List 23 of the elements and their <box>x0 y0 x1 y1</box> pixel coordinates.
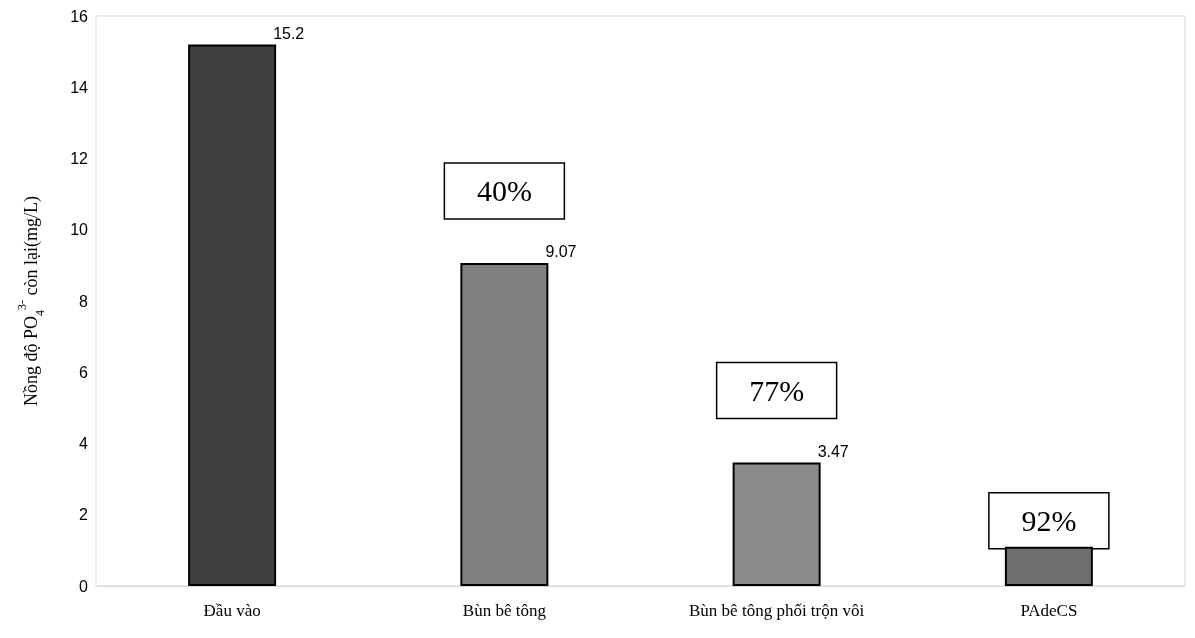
y-tick-label: 0 <box>79 577 89 595</box>
x-tick-label: Bùn bê tông <box>462 601 547 620</box>
annotation: 92% <box>1021 504 1077 538</box>
data-label: 3.47 <box>817 442 849 460</box>
data-label: 15.2 <box>273 25 305 42</box>
data-label: 9.07 <box>545 243 577 261</box>
y-tick-label: 4 <box>79 435 89 452</box>
bar <box>188 44 277 586</box>
y-tick-label: 16 <box>70 7 89 25</box>
y-tick-label: 10 <box>70 221 89 239</box>
x-tick-label: Đầu vào <box>203 601 261 620</box>
x-tick-label: Bùn bê tông phối trộn vôi <box>689 601 865 620</box>
y-tick-label: 8 <box>79 292 89 310</box>
bar <box>460 262 549 586</box>
y-tick-label: 6 <box>79 363 89 381</box>
y-axis-title: Nồng độ PO43- còn lại(mg/L) <box>15 196 47 406</box>
x-tick-label: PAdeCS <box>1020 601 1078 620</box>
y-tick-label: 2 <box>79 506 89 524</box>
annotation: 40% <box>476 174 532 208</box>
y-tick-label: 12 <box>70 150 89 167</box>
y-tick-label: 14 <box>70 78 89 96</box>
annotation: 77% <box>749 373 805 407</box>
bar <box>732 462 821 586</box>
